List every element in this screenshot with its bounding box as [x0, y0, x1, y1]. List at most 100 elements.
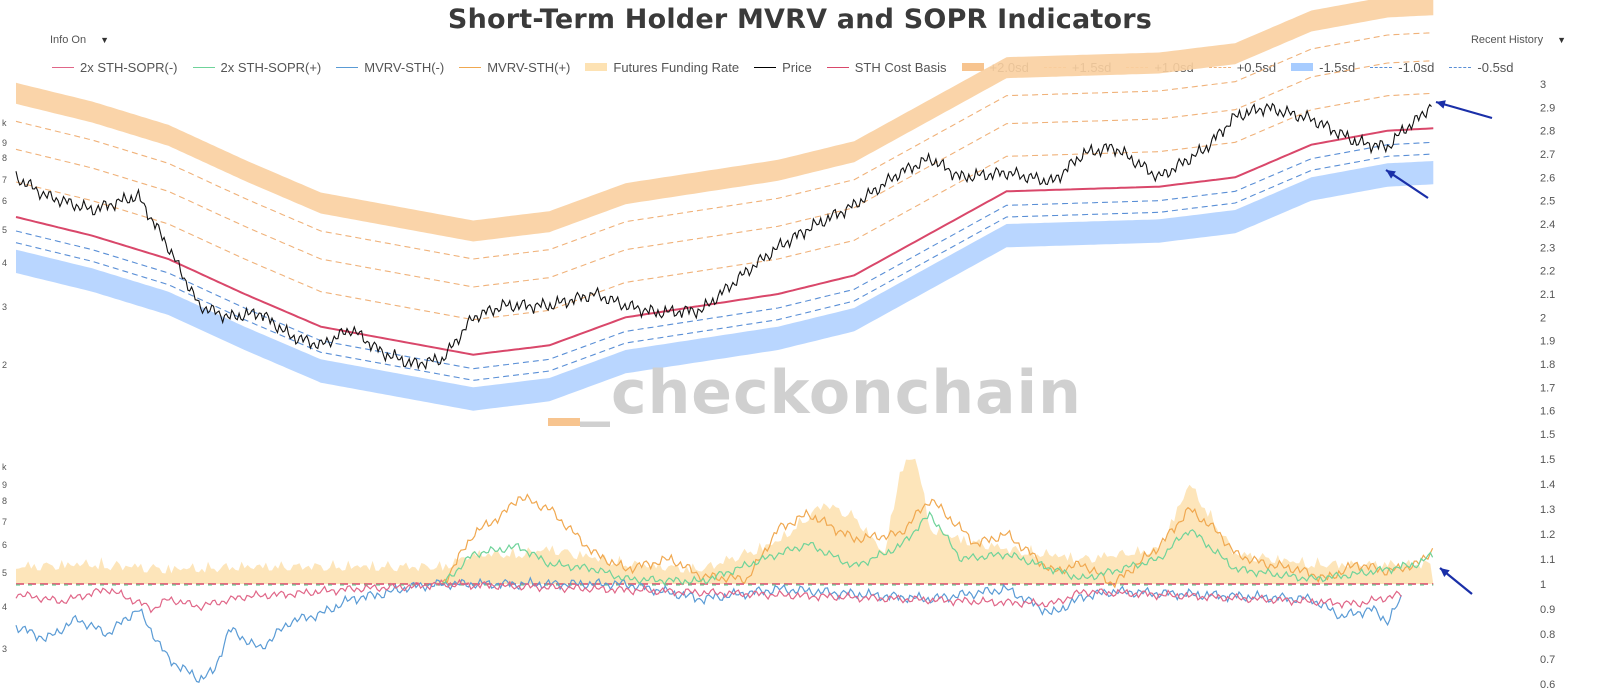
legend-swatch: [585, 63, 608, 71]
y-axis-left-tick-label: 4: [2, 602, 7, 612]
history-menu-dropdown[interactable]: Recent History ▼: [1471, 34, 1566, 46]
legend-label: MVRV-STH(-): [364, 59, 445, 75]
y-axis-left-tick-label: 7: [2, 517, 7, 527]
y-axis-right-tick-label: 1.6: [1540, 406, 1555, 418]
legend-label: -1.0sd: [1398, 59, 1435, 75]
annotation-arrow-bottom-head: [1440, 568, 1450, 578]
annotation-arrow-top: [1435, 100, 1493, 120]
legend-item[interactable]: Futures Funding Rate: [585, 60, 739, 75]
legend-item[interactable]: STH Cost Basis: [826, 59, 947, 75]
legend-item[interactable]: -1.0sd: [1370, 60, 1434, 75]
plus-0-5sd-line: [15, 92, 1434, 321]
y-axis-right-tick-label: 3: [1540, 79, 1546, 91]
y-axis-right-tick-label: 2.1: [1540, 289, 1555, 301]
annotation-arrow-middle-head: [1386, 170, 1396, 179]
sth-sopr-negative-line: [15, 578, 1402, 614]
legend-item[interactable]: MVRV-STH(-): [336, 60, 444, 75]
y-axis-left-tick-label: 4: [2, 258, 7, 268]
info-menu-dropdown[interactable]: Info On ▼: [50, 34, 109, 46]
legend-swatch: [961, 63, 984, 71]
y-axis-right-tick-label: 1.5: [1540, 429, 1555, 441]
watermark-underscore: [548, 418, 580, 426]
y-axis-right-tick-label: 0.7: [1540, 654, 1555, 666]
legend-swatch: [1370, 66, 1393, 68]
legend-item[interactable]: MVRV-STH(+): [459, 60, 570, 75]
y-axis-left-tick-label: 2: [2, 360, 7, 370]
y-axis-right-tick-label: 2.3: [1540, 242, 1555, 254]
y-axis-left-tick-label: 5: [2, 225, 7, 235]
chevron-down-icon: ▼: [100, 35, 109, 45]
y-axis-right-tick-label: 2: [1540, 312, 1546, 324]
chevron-down-icon: ▼: [1557, 35, 1566, 45]
plus-1sd-line: [15, 60, 1434, 288]
y-axis-right-tick-label: 2.6: [1540, 172, 1555, 184]
legend-swatch: [192, 66, 215, 68]
legend-item[interactable]: Price: [754, 60, 812, 75]
y-axis-left-tick-label: k: [2, 118, 7, 128]
y-axis-right-tick-label: 1.7: [1540, 382, 1555, 394]
y-axis-right-tick-label: 2.7: [1540, 149, 1555, 161]
legend-label: Futures Funding Rate: [613, 59, 740, 75]
plus-2sd-band: [16, 0, 1434, 242]
legend-label: STH Cost Basis: [854, 59, 947, 75]
y-axis-left-tick-label: 3: [2, 302, 7, 312]
minus-1-5sd-band: [16, 161, 1434, 411]
legend-swatch: [826, 66, 849, 68]
y-axis-right-tick-label: 2.8: [1540, 126, 1555, 138]
y-axis-right-tick-label: 1.5: [1540, 454, 1555, 466]
legend-swatch: [459, 66, 482, 68]
y-axis-right-tick-label: 0.8: [1540, 629, 1555, 641]
y-axis-right-tick-label: 1.4: [1540, 479, 1555, 491]
y-axis-left-tick-label: 5: [2, 568, 7, 578]
price-line: [15, 102, 1432, 371]
sth-sopr-positive-line: [442, 510, 1434, 586]
y-axis-right-tick-label: 2.5: [1540, 196, 1555, 208]
legend-label: MVRV-STH(+): [487, 59, 571, 75]
y-axis-right-tick-label: 2.2: [1540, 266, 1555, 278]
legend-item[interactable]: 2x STH-SOPR(+): [192, 59, 322, 75]
legend-swatch: [1449, 66, 1472, 68]
legend-swatch: [1208, 66, 1231, 68]
y-axis-right-tick-label: 2.4: [1540, 219, 1555, 231]
futures-funding-rate-area: [16, 458, 1434, 584]
legend-item[interactable]: 2x STH-SOPR(-): [52, 60, 178, 75]
legend-label: -0.5sd: [1477, 59, 1514, 75]
legend-label: 2x STH-SOPR(-): [80, 59, 178, 75]
legend-swatch: [754, 66, 777, 68]
y-axis-left-tick-label: k: [2, 462, 7, 472]
legend-item[interactable]: -0.5sd: [1449, 59, 1514, 75]
y-axis-left-tick-label: 8: [2, 153, 7, 163]
y-axis-right-tick-label: 0.6: [1540, 679, 1555, 691]
legend-swatch: [1291, 63, 1314, 71]
history-menu-label: Recent History: [1470, 34, 1544, 46]
chart-title: Short-Term Holder MVRV and SOPR Indicato…: [447, 4, 1153, 35]
y-axis-right-tick-label: 0.9: [1540, 604, 1555, 616]
y-axis-right-tick-label: 1.2: [1540, 529, 1555, 541]
legend-item[interactable]: +0.5sd: [1208, 59, 1277, 75]
y-axis-left-tick-label: 6: [2, 540, 7, 550]
legend-swatch: [336, 66, 359, 68]
minus-0-5sd-line: [15, 141, 1434, 370]
y-axis-left-tick-label: 9: [2, 138, 7, 148]
y-axis-left-tick-label: 7: [2, 175, 7, 185]
sth-cost-basis-line: [15, 127, 1434, 356]
annotation-arrow-top-head: [1436, 100, 1446, 109]
y-axis-right-tick-label: 1.1: [1540, 554, 1555, 566]
y-axis-left-tick-label: 3: [2, 644, 7, 654]
y-axis-right-tick-label: 1.9: [1540, 336, 1555, 348]
legend-label: +0.5sd: [1236, 59, 1277, 75]
watermark-text: _checkonchain: [580, 358, 1082, 428]
mvrv-sth-negative-line: [15, 576, 1402, 683]
info-menu-label: Info On: [50, 34, 87, 46]
y-axis-left-tick-label: 6: [2, 196, 7, 206]
legend-swatch: [52, 66, 74, 68]
y-axis-left-tick-label: 9: [2, 480, 7, 490]
legend-label: Price: [782, 59, 812, 75]
legend-label: 2x STH-SOPR(+): [220, 59, 322, 75]
y-axis-right-tick-label: 1: [1540, 579, 1546, 591]
y-axis-right-tick-label: 1.8: [1540, 359, 1555, 371]
y-axis-right-tick-label: 1.3: [1540, 504, 1555, 516]
y-axis-left-tick-label: 8: [2, 496, 7, 506]
minus-1sd-line: [15, 153, 1434, 381]
